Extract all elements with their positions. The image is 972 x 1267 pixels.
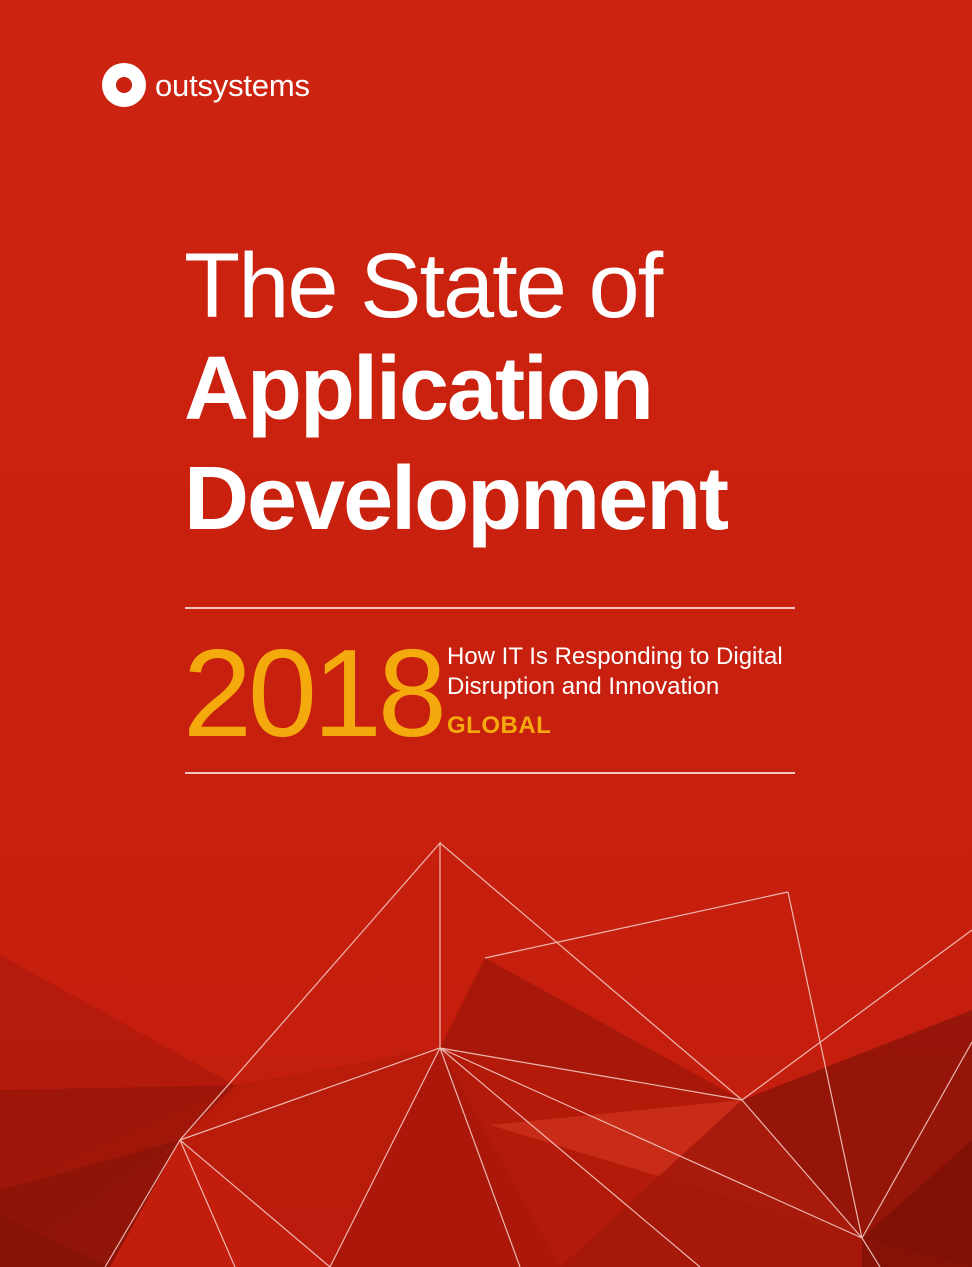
subtitle-line-2: Disruption and Innovation xyxy=(447,673,720,700)
title-line-1: The State of xyxy=(184,235,663,337)
edition-year: 2018 xyxy=(183,625,447,763)
report-title: The State of Application Development xyxy=(184,235,729,554)
outsystems-logo: outsystems xyxy=(102,63,310,107)
top-divider xyxy=(185,607,795,609)
brand-name: outsystems xyxy=(155,67,310,103)
outsystems-logo-icon xyxy=(102,63,146,107)
bottom-divider xyxy=(185,772,795,774)
edition-region: GLOBAL xyxy=(447,712,552,739)
subtitle-line-1: How IT Is Responding to Digital xyxy=(447,643,783,670)
title-line-3: Development xyxy=(184,449,729,549)
edition-subtitle: How IT Is Responding to Digital Disrupti… xyxy=(447,642,783,702)
title-line-2: Application xyxy=(184,339,654,439)
